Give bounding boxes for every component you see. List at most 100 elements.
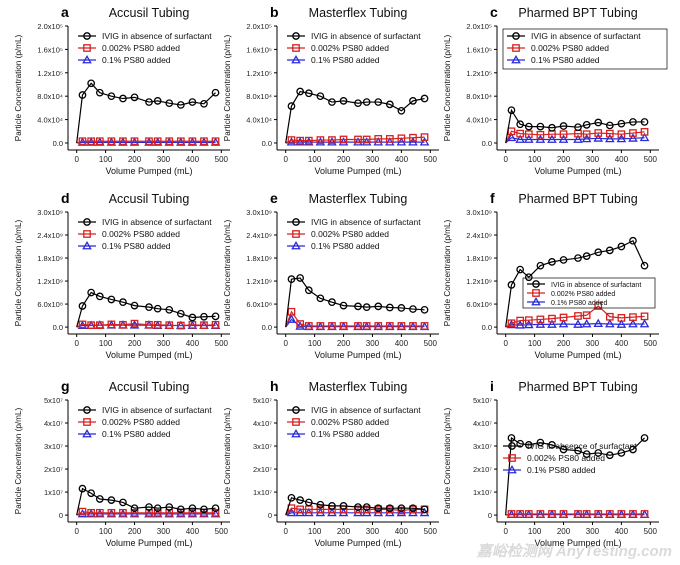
series-line xyxy=(505,130,645,144)
series-line xyxy=(285,136,425,144)
data-point xyxy=(153,97,162,105)
data-point xyxy=(385,303,394,312)
panel-letter: i xyxy=(490,378,494,394)
data-point xyxy=(107,320,116,329)
data-point xyxy=(593,133,604,142)
chart-panel-h: Masterflex Tubing h 0 1x10⁷ 2x10⁷ 3x10⁷ 4x10⁷ 5… xyxy=(223,378,439,548)
data-point xyxy=(593,318,604,328)
data-point xyxy=(107,92,116,101)
y-tick-label: 1.2x10⁵ xyxy=(246,69,272,78)
y-tick-label: 2.0x10⁵ xyxy=(37,22,63,31)
y-tick-label: 6.0x10⁸ xyxy=(466,300,492,309)
x-tick-label: 200 xyxy=(557,155,571,164)
data-point xyxy=(385,100,394,109)
data-point xyxy=(559,510,568,518)
y-tick-label: 3x10⁷ xyxy=(44,442,63,451)
panel-letter: e xyxy=(270,190,278,206)
data-point xyxy=(535,134,546,143)
legend-marker xyxy=(512,32,520,40)
data-point xyxy=(582,311,591,320)
series-line xyxy=(76,291,216,328)
data-point xyxy=(338,137,349,146)
data-point xyxy=(95,88,104,97)
data-point xyxy=(617,119,626,128)
x-tick-label: 200 xyxy=(128,339,142,348)
data-point xyxy=(547,319,557,328)
series-line xyxy=(505,436,645,516)
data-point xyxy=(582,130,591,139)
data-point xyxy=(640,510,649,518)
legend-label: 0.002% PS80 added xyxy=(102,229,180,239)
y-tick-label: 0.0 xyxy=(53,139,63,148)
x-tick-label: 500 xyxy=(215,339,229,348)
x-tick-label: 300 xyxy=(366,155,380,164)
data-point xyxy=(594,118,603,127)
series-line xyxy=(505,108,645,144)
x-tick-label: 200 xyxy=(557,527,571,536)
data-point xyxy=(129,320,140,329)
data-point xyxy=(516,129,524,138)
data-point xyxy=(78,320,87,329)
data-point xyxy=(559,130,568,139)
legend: IVIG in absence of surfactant 0.002% PS80… xyxy=(287,31,421,65)
legend-label: IVIG in absence of surfactant xyxy=(551,282,641,289)
legend-box xyxy=(502,28,668,70)
data-point xyxy=(362,98,371,106)
y-tick-label: 1.2x10⁹ xyxy=(37,277,63,286)
data-point xyxy=(316,92,325,101)
series-line xyxy=(505,305,645,328)
data-point xyxy=(118,508,128,518)
x-tick-label: 0 xyxy=(503,527,508,536)
data-point xyxy=(200,137,208,146)
data-point xyxy=(78,302,87,310)
chart-panel-b: Masterflex Tubing b 0.0 4.0x10⁴ 8.0x10⁴ 1.2x1… xyxy=(223,4,439,176)
data-point xyxy=(574,510,582,518)
x-tick-label: 300 xyxy=(157,155,171,164)
legend-marker xyxy=(292,218,300,226)
data-point xyxy=(107,496,116,504)
data-point xyxy=(605,129,614,138)
data-point xyxy=(304,89,313,98)
data-point xyxy=(374,322,383,330)
data-point xyxy=(316,322,325,330)
data-point xyxy=(145,303,153,311)
data-point xyxy=(187,137,198,146)
data-point xyxy=(176,508,186,518)
y-tick-label: 6.0x10⁸ xyxy=(37,300,63,309)
y-tick-label: 1x10⁷ xyxy=(44,488,63,497)
data-point xyxy=(574,254,582,262)
data-point xyxy=(145,98,153,106)
x-tick-label: 200 xyxy=(128,527,142,536)
data-point xyxy=(524,134,534,143)
x-tick-label: 400 xyxy=(186,339,200,348)
chart-panel-i: Pharmed BPT Tubing i 0 1x10⁷ 2x10⁷ 3x10⁷ 4x10⁷… xyxy=(443,378,659,548)
data-point xyxy=(86,137,96,146)
y-tick-label: 1x10⁷ xyxy=(253,488,272,497)
x-tick-label: 400 xyxy=(395,155,409,164)
data-point xyxy=(188,98,197,106)
legend-label: 0.1% PS80 added xyxy=(311,241,380,251)
data-point xyxy=(286,507,297,517)
data-point xyxy=(165,503,174,511)
data-point xyxy=(639,319,650,328)
data-point xyxy=(573,319,583,328)
data-point xyxy=(558,134,569,143)
y-tick-label: 4.0x10⁴ xyxy=(37,116,63,125)
y-tick-label: 4.0x10⁴ xyxy=(246,116,272,125)
data-point xyxy=(176,505,185,514)
panel-letter: d xyxy=(61,190,70,206)
y-tick-label: 0 xyxy=(488,511,492,520)
data-point xyxy=(95,321,104,330)
legend-label: 0.002% PS80 added xyxy=(311,43,389,53)
data-point xyxy=(515,134,525,143)
data-point xyxy=(605,451,614,460)
data-point xyxy=(507,281,516,289)
y-tick-label: 5x10⁷ xyxy=(253,396,272,405)
x-tick-label: 200 xyxy=(337,527,351,536)
legend-marker xyxy=(291,55,301,64)
data-point xyxy=(409,305,417,313)
data-point xyxy=(616,319,627,328)
y-tick-label: 1.2x10⁹ xyxy=(246,277,272,286)
data-point xyxy=(385,135,394,143)
series-line xyxy=(76,140,216,144)
